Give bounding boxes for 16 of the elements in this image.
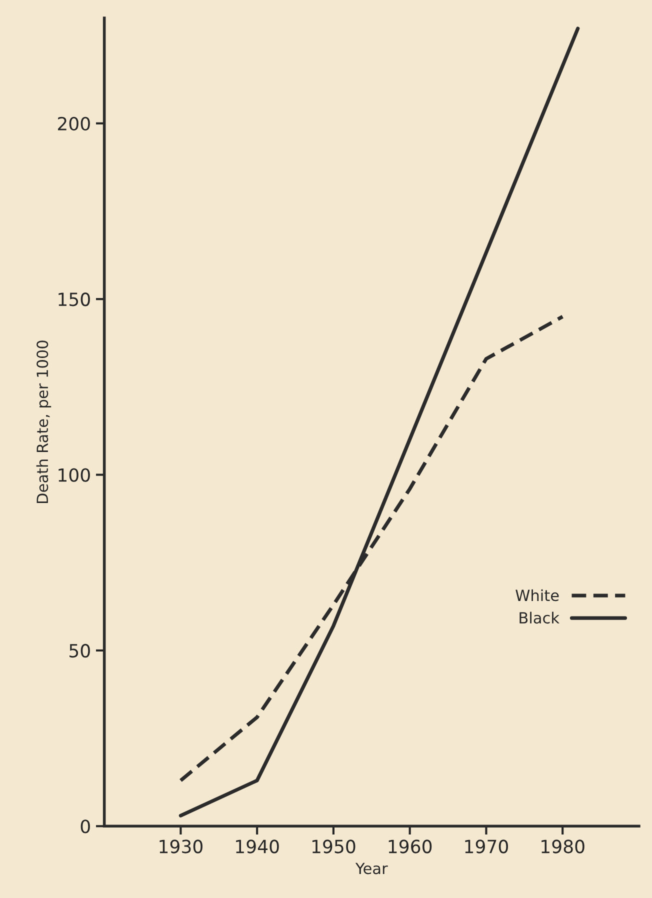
y-tick-label: 50 — [70, 644, 90, 658]
y-tick-label: 200 — [58, 116, 90, 130]
line-series — [178, 26, 580, 818]
y-axis-title: Death Rate, per 1000 — [36, 340, 52, 504]
x-tick-label: 1960 — [388, 840, 432, 854]
x-tick-label: 1940 — [236, 840, 279, 854]
y-tick-label: 150 — [58, 292, 90, 306]
x-tick-label: 1930 — [160, 840, 202, 854]
x-axis-title: Year — [355, 862, 388, 874]
x-tick-label: 1950 — [312, 840, 356, 854]
legend-label: White — [516, 589, 559, 602]
y-tick-label: 0 — [80, 820, 90, 834]
x-tick-label: 1980 — [542, 840, 584, 854]
legend-label: Black — [520, 612, 560, 624]
x-tick-label: 1970 — [465, 840, 508, 854]
y-tick-label: 100 — [58, 468, 90, 482]
